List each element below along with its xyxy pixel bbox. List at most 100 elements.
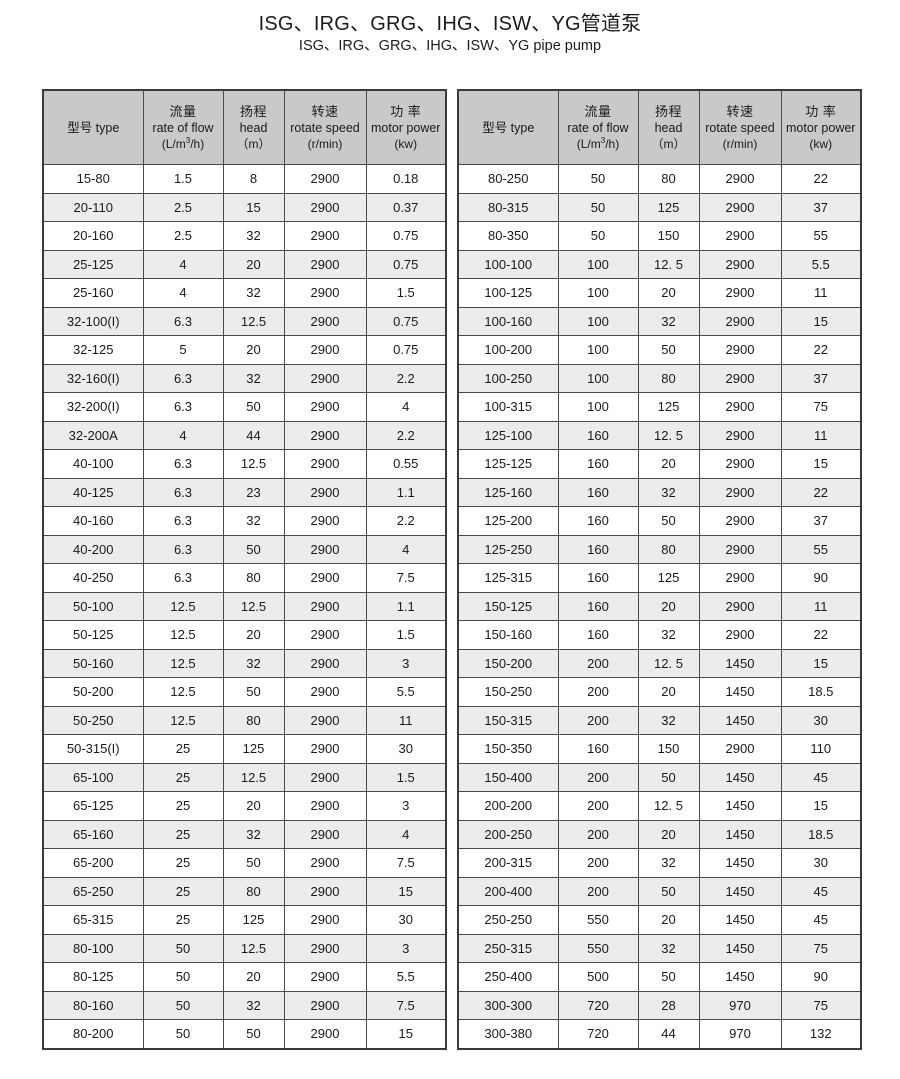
cell-value: 4 [142, 278, 224, 308]
table-row: 65-200 25 50 2900 7.5 [42, 848, 447, 878]
cell-value: 1450 [698, 933, 782, 963]
cell-value: 160 [557, 620, 639, 650]
table-row: 100-250 100 80 2900 37 [457, 363, 862, 393]
column-header-unit-5: (kw) [809, 137, 833, 151]
cell-type: 40-250 [42, 563, 144, 593]
cell-type: 100-125 [457, 278, 559, 308]
cell-type: 250-400 [457, 962, 559, 992]
table-row: 50-200 12.5 50 2900 5.5 [42, 677, 447, 707]
cell-value: 45 [780, 876, 862, 906]
cell-value: 150 [637, 221, 700, 251]
cell-value: 6.3 [142, 392, 224, 422]
cell-value: 2900 [283, 563, 367, 593]
cell-value: 80 [222, 705, 285, 735]
cell-value: 100 [557, 249, 639, 279]
cell-value: 50 [222, 1019, 285, 1049]
cell-type: 40-160 [42, 506, 144, 536]
cell-value: 90 [780, 563, 862, 593]
table-row: 80-350 50 150 2900 55 [457, 221, 862, 251]
cell-value: 110 [780, 734, 862, 764]
cell-type: 150-200 [457, 648, 559, 678]
cell-value: 12.5 [222, 449, 285, 479]
cell-type: 32-200(I) [42, 392, 144, 422]
cell-value: 37 [780, 506, 862, 536]
cell-value: 90 [780, 962, 862, 992]
cell-value: 32 [222, 278, 285, 308]
cell-value: 5 [142, 335, 224, 365]
cell-value: 6.3 [142, 506, 224, 536]
cell-value: 2.5 [142, 192, 224, 222]
cell-value: 50 [222, 848, 285, 878]
cell-value: 32 [222, 819, 285, 849]
column-header-unit-4: (r/min) [722, 137, 758, 151]
cell-value: 12.5 [142, 705, 224, 735]
page-title: ISG、IRG、GRG、IHG、ISW、YG管道泵 ISG、IRG、GRG、IH… [0, 12, 900, 56]
cell-value: 28 [637, 990, 700, 1020]
cell-type: 65-125 [42, 791, 144, 821]
cell-value: 2900 [698, 363, 782, 393]
cell-value: 37 [780, 192, 862, 222]
table-row: 50-315(I) 25 125 2900 30 [42, 734, 447, 764]
cell-value: 2900 [283, 620, 367, 650]
cell-value: 160 [557, 591, 639, 621]
cell-value: 22 [780, 164, 862, 194]
table-row: 40-100 6.3 12.5 2900 0.55 [42, 449, 447, 479]
cell-value: 22 [780, 620, 862, 650]
cell-value: 125 [637, 192, 700, 222]
cell-value: 1450 [698, 762, 782, 792]
cell-value: 970 [698, 1019, 782, 1049]
cell-value: 50 [557, 221, 639, 251]
table-row: 150-250 200 20 1450 18.5 [457, 677, 862, 707]
cell-value: 100 [557, 335, 639, 365]
cell-value: 0.75 [365, 221, 447, 251]
cell-value: 22 [780, 477, 862, 507]
cell-value: 37 [780, 363, 862, 393]
table-row: 125-250 160 80 2900 55 [457, 534, 862, 564]
cell-value: 20 [637, 819, 700, 849]
column-header-2: 流量 rate of flow (L/m3/h) [142, 89, 224, 165]
cell-value: 0.37 [365, 192, 447, 222]
cell-value: 75 [780, 392, 862, 422]
column-header-cn-4: 转速 [726, 104, 754, 119]
column-header-unit-3: （m） [651, 137, 686, 151]
table-row: 100-200 100 50 2900 22 [457, 335, 862, 365]
cell-value: 2900 [283, 249, 367, 279]
cell-type: 300-380 [457, 1019, 559, 1049]
cell-value: 80 [637, 534, 700, 564]
cell-value: 50 [557, 192, 639, 222]
cell-value: 25 [142, 734, 224, 764]
cell-value: 100 [557, 363, 639, 393]
cell-value: 20 [637, 449, 700, 479]
cell-value: 25 [142, 876, 224, 906]
cell-value: 1450 [698, 876, 782, 906]
cell-value: 50 [142, 933, 224, 963]
cell-type: 125-315 [457, 563, 559, 593]
cell-value: 1450 [698, 648, 782, 678]
cell-value: 30 [365, 734, 447, 764]
table-row: 150-200 200 12. 5 1450 15 [457, 648, 862, 678]
cell-value: 2900 [698, 278, 782, 308]
cell-value: 3 [365, 648, 447, 678]
column-header-cn-2: 流量 [584, 104, 612, 119]
cell-value: 80 [637, 363, 700, 393]
cell-type: 50-100 [42, 591, 144, 621]
table-row: 150-350 160 150 2900 110 [457, 734, 862, 764]
table-row: 32-125 5 20 2900 0.75 [42, 335, 447, 365]
cell-value: 4 [142, 420, 224, 450]
table-row: 300-380 720 44 970 132 [457, 1019, 862, 1049]
cell-value: 20 [222, 962, 285, 992]
cell-value: 20 [222, 791, 285, 821]
table-header-row: 型号 type 流量 rate of flow (L/m3/h) 扬程 head （m） 转速… [457, 89, 862, 165]
cell-value: 12.5 [142, 620, 224, 650]
cell-value: 2900 [283, 648, 367, 678]
cell-value: 25 [142, 848, 224, 878]
table-header-row: 型号 type 流量 rate of flow (L/m3/h) 扬程 head （m） 转速… [42, 89, 447, 165]
cell-value: 150 [637, 734, 700, 764]
cell-value: 2900 [698, 335, 782, 365]
cell-type: 40-125 [42, 477, 144, 507]
column-header-unit-2: (L/m3/h) [576, 136, 620, 152]
cell-value: 1.5 [142, 164, 224, 194]
cell-value: 20 [637, 905, 700, 935]
column-header-en-5: motor power [371, 121, 441, 135]
